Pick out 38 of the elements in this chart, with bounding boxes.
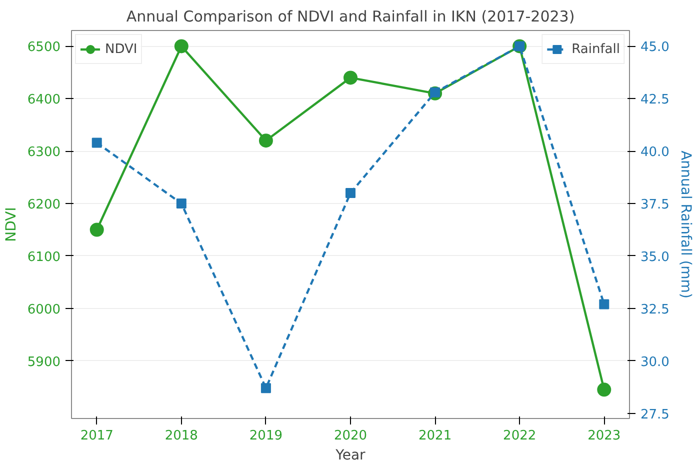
- x-tick-label: 2022: [503, 428, 536, 444]
- y2-tick-label: 32.5: [640, 302, 670, 318]
- y2-tick-label: 42.5: [640, 92, 670, 108]
- y2-tick-label: 37.5: [640, 198, 670, 213]
- legend-label: Rainfall: [572, 42, 620, 56]
- y2-tick-label: 45.0: [640, 40, 670, 56]
- point: [176, 198, 186, 209]
- x-axis-title: Year: [334, 448, 366, 464]
- x-tick-label: 2018: [164, 428, 198, 444]
- y-tick-label: 6300: [27, 145, 61, 160]
- x-tick-label: 2019: [249, 428, 283, 444]
- x-tick-label: 2023: [588, 428, 621, 444]
- x-tick-label: 2021: [418, 428, 452, 444]
- point: [90, 222, 104, 237]
- y-tick-label: 6400: [27, 92, 61, 108]
- y-axis-title: NDVI: [3, 207, 20, 242]
- y-tick-label: 6500: [27, 40, 61, 56]
- y-tick-label: 6000: [27, 302, 61, 318]
- point: [260, 383, 271, 394]
- x-tick-label: 2017: [80, 428, 114, 444]
- y2-tick-label: 27.5: [640, 407, 670, 422]
- y2-tick-label: 40.0: [640, 145, 670, 160]
- point: [344, 70, 358, 85]
- y-tick-label: 6200: [27, 198, 61, 213]
- y-tick-label: 5900: [27, 354, 61, 370]
- point: [599, 299, 610, 310]
- point: [597, 382, 612, 397]
- point: [174, 39, 188, 54]
- y2-axis-title: Annual Rainfall (mm): [677, 150, 694, 298]
- legend-label: NDVI: [105, 42, 138, 56]
- chart-title: Annual Comparison of NDVI and Rainfall in IKN (2017-2023): [126, 8, 575, 26]
- point: [92, 138, 102, 148]
- y-tick-label: 6100: [27, 250, 61, 265]
- point: [258, 134, 273, 148]
- y2-tick-label: 30.0: [640, 354, 670, 370]
- point: [346, 188, 356, 198]
- x-tick-label: 2020: [334, 428, 368, 444]
- y2-tick-label: 35.0: [640, 250, 670, 265]
